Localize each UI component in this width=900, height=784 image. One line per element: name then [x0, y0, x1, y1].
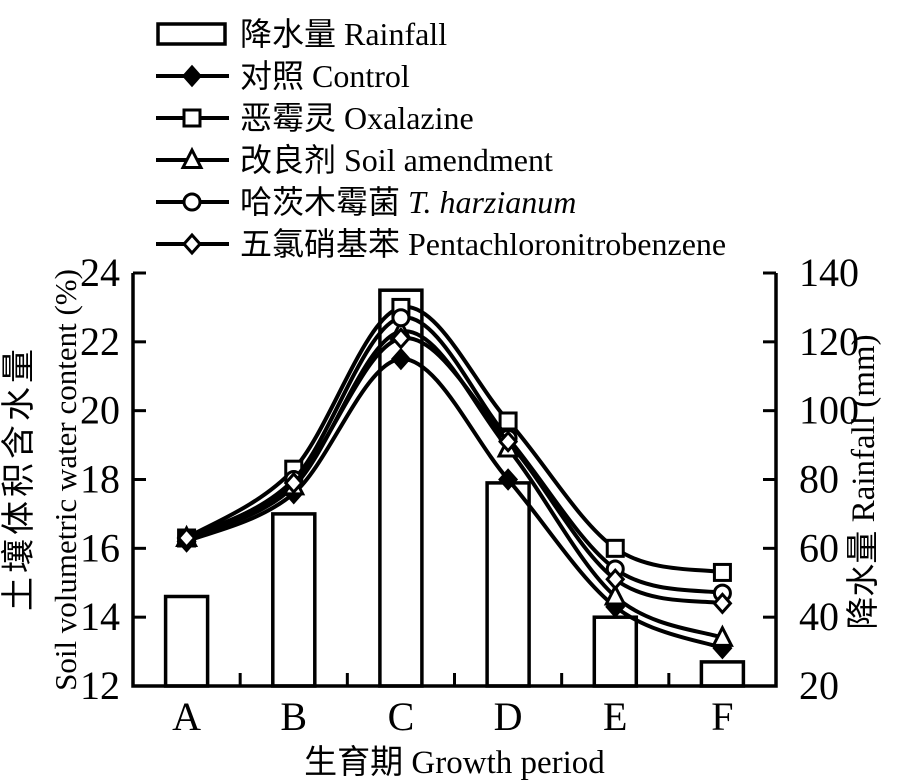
right-axis-tick-label: 20	[799, 663, 839, 708]
legend-entry-label-4: 哈茨木霉菌 T. harzianum	[240, 184, 576, 220]
series-marker-3-C	[391, 308, 411, 328]
legend-entry-label-3: 改良剂 Soil amendment	[240, 142, 553, 178]
x-axis-tick-label: F	[711, 694, 733, 739]
series-marker-4-F	[712, 592, 733, 615]
legend-entry-label-2: 恶霉灵 Oxalazine	[240, 100, 474, 136]
left-axis-title-en: Soil volumetric water content (%)	[48, 269, 83, 691]
series-marker-2-E	[603, 583, 627, 606]
series-marker-4-C	[390, 327, 411, 350]
series-marker-4-D	[498, 430, 519, 453]
legend-swatch-marker-2	[182, 108, 202, 128]
legend: 降水量 Rainfall 对照 Control 恶霉灵 Oxalazine 改良剂 S…	[156, 16, 726, 262]
legend-swatch-marker-4	[182, 192, 202, 212]
series-marker-1-E	[605, 538, 625, 558]
right-axis-tick-label: 100	[799, 388, 859, 433]
series-marker-2-F	[710, 624, 734, 647]
axis-ticks: 12 14 16 18 20 22 24 20 40 60 80 100 120 140 A B C D E F	[80, 250, 859, 739]
legend-entry-label-1: 对照 Control	[240, 58, 410, 94]
line-series	[175, 297, 734, 660]
right-axis-tick-label: 120	[799, 319, 859, 364]
legend-swatch-marker-1	[181, 64, 203, 88]
legend-swatch-marker-3	[180, 146, 204, 169]
left-axis-tick-label: 20	[80, 388, 120, 433]
series-marker-0-C	[390, 347, 411, 371]
x-axis-title: 生育期 Growth period	[304, 744, 605, 781]
left-axis-tick-label: 14	[80, 594, 120, 639]
right-axis-tick-label: 140	[799, 250, 859, 295]
series-marker-0-D	[498, 468, 519, 491]
x-axis-tick-label: C	[388, 694, 415, 739]
series-marker-4-A	[176, 526, 197, 550]
rainfall-bar-F	[699, 660, 746, 688]
x-axis-tick-label: E	[603, 694, 627, 739]
left-axis-tick-label: 16	[80, 525, 120, 570]
rainfall-bar-A	[163, 594, 210, 688]
legend-entry-label-0: 降水量 Rainfall	[240, 16, 447, 52]
series-marker-1-F	[712, 562, 732, 582]
rainfall-bar-B	[271, 512, 317, 688]
legend-swatch-bar	[156, 22, 227, 46]
x-axis-tick-label: D	[494, 694, 523, 739]
legend-swatch-marker-5	[181, 232, 203, 256]
left-axis-title-cn: 土壤体积含水量	[0, 345, 38, 611]
series-marker-4-B	[283, 471, 304, 495]
left-axis-tick-label: 18	[80, 457, 120, 502]
series-marker-1-D	[498, 411, 518, 431]
x-axis-tick-label: B	[280, 694, 307, 739]
series-marker-4-E	[605, 568, 626, 591]
x-axis-tick-label: A	[172, 694, 201, 739]
right-axis-tick-label: 80	[799, 457, 839, 502]
rainfall-bar-D	[485, 481, 531, 688]
rainfall-bar-E	[592, 615, 639, 688]
left-axis-tick-label: 24	[80, 250, 120, 295]
right-axis-tick-label: 60	[799, 525, 839, 570]
right-axis-title: 降水量 Rainfall (mm)	[845, 334, 882, 629]
legend-entry-label-5: 五氯硝基苯 Pentachloronitrobenzene	[240, 226, 726, 262]
left-axis-tick-label: 12	[80, 663, 120, 708]
right-axis-tick-label: 40	[799, 594, 839, 639]
left-axis-tick-label: 22	[80, 319, 120, 364]
